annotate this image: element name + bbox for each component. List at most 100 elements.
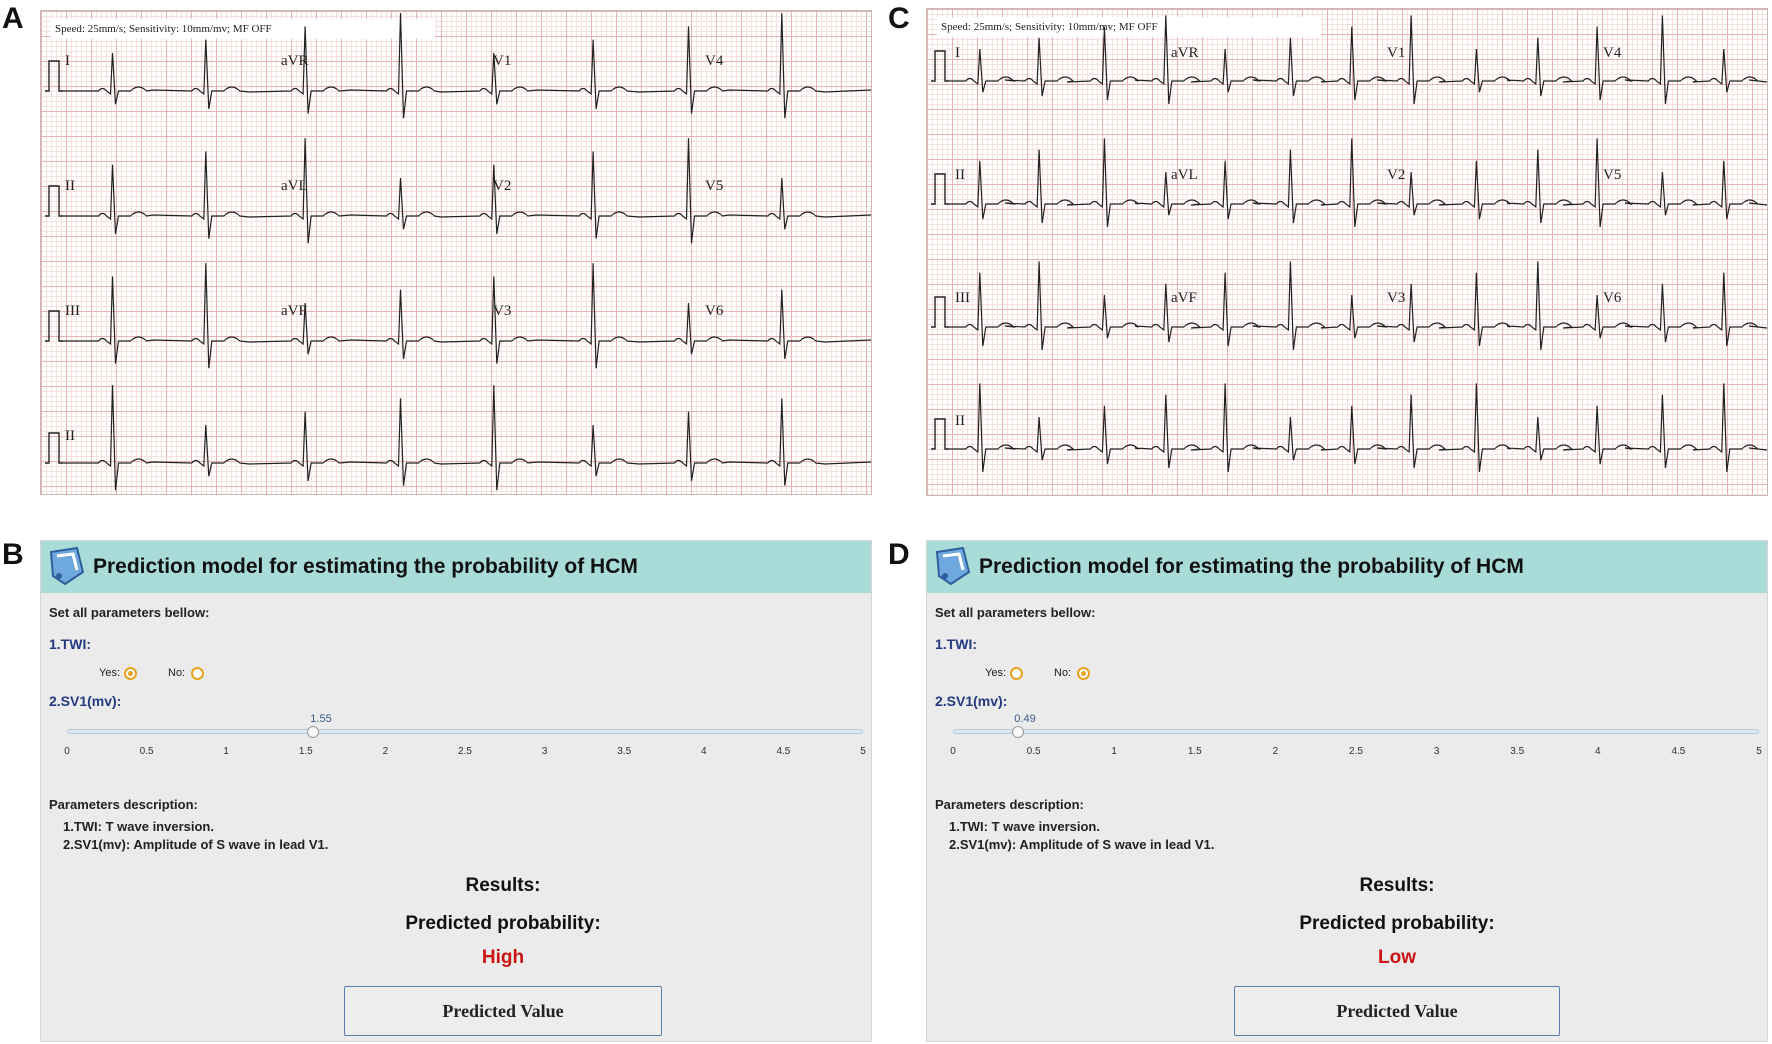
app-logo-icon (935, 546, 971, 586)
slider-tick-label: 4 (701, 746, 707, 757)
twi-no-label: No: (1054, 667, 1072, 679)
app-title: Prediction model for estimating the prob… (93, 555, 638, 578)
slider-tick-label: 2 (1272, 746, 1279, 757)
twi-no-label: No: (168, 667, 186, 679)
ecg-trace (949, 138, 1767, 228)
panel-label-d: D (888, 538, 910, 571)
ecg-trace (63, 138, 871, 244)
slider-tick-label: 2.5 (458, 746, 472, 757)
hcm-calculator-d: Prediction model for estimating the prob… (926, 540, 1768, 1042)
panel-label-c: C (888, 2, 910, 35)
lead-label-ii-rhythm: II (65, 428, 75, 444)
lead-label-v5: V5 (1603, 167, 1622, 183)
params-desc-twi: 1.TWI: T wave inversion. (63, 819, 214, 834)
twi-yes-radio[interactable] (1010, 667, 1023, 680)
slider-tick-label: 3 (1433, 746, 1440, 757)
ecg-trace (949, 261, 1767, 351)
slider-tick-label: 3 (541, 746, 548, 757)
sv1-label: 2.SV1(mv): (935, 693, 1008, 709)
predicted-probability-value: Low (1378, 947, 1416, 968)
lead-label-i: I (65, 53, 70, 69)
lead-label-avf: aVF (281, 303, 307, 319)
lead-label-ii: II (65, 178, 75, 194)
lead-label-v3: V3 (493, 303, 512, 319)
ecg-trace (63, 263, 871, 369)
predicted-value-button-label: Predicted Value (442, 1000, 564, 1021)
calibration-pulse (45, 60, 63, 92)
slider-tick-label: 1.5 (298, 746, 313, 757)
ecg-trace (63, 13, 871, 119)
slider-tick-label: 2.5 (1349, 746, 1363, 757)
calibration-pulse (45, 185, 63, 217)
lead-label-avr: aVR (281, 53, 309, 69)
app-title-bar: Prediction model for estimating the prob… (927, 541, 1767, 593)
results-label: Results: (1359, 875, 1435, 896)
ecg-trace (949, 383, 1767, 473)
ecg-traces (45, 13, 871, 491)
ecg-header: Speed: 25mm/s; Sensitivity: 10mm/mv; MF … (51, 19, 435, 39)
sv1-slider-thumb[interactable] (307, 726, 319, 738)
radio-dot (128, 671, 133, 676)
lead-label-v2: V2 (1387, 167, 1406, 183)
twi-label: 1.TWI: (935, 636, 977, 652)
sv1-value-label: 1.55 (310, 713, 332, 725)
slider-tick-label: 5 (860, 746, 866, 757)
results-label: Results: (465, 875, 541, 896)
predicted-value-button[interactable]: Predicted Value (1234, 986, 1560, 1036)
calibration-pulse (45, 432, 63, 464)
app-title-bar: Prediction model for estimating the prob… (41, 541, 871, 593)
twi-yes-label: Yes: (985, 667, 1007, 679)
predicted-probability-value: High (481, 947, 525, 968)
lead-label-v5: V5 (705, 178, 724, 194)
app-title: Prediction model for estimating the prob… (979, 555, 1524, 578)
sv1-slider-thumb[interactable] (1012, 726, 1024, 738)
twi-yes-radio[interactable] (124, 667, 137, 680)
ecg-strip-c: Speed: 25mm/s; Sensitivity: 10mm/mv; MF … (926, 8, 1768, 496)
lead-label-avl: aVL (281, 178, 308, 194)
slider-tick-label: 1 (223, 746, 229, 757)
radio-dot (1081, 671, 1086, 676)
app-logo-icon (49, 546, 85, 586)
sv1-slider-track[interactable] (67, 729, 863, 734)
predicted-probability-label: Predicted probability: (1299, 913, 1495, 934)
panel-label-b: B (2, 538, 24, 571)
lead-label-v4: V4 (1603, 45, 1622, 61)
params-desc-twi: 1.TWI: T wave inversion. (949, 819, 1100, 834)
ecg-header: Speed: 25mm/s; Sensitivity: 10mm/mv; MF … (937, 17, 1321, 37)
calibration-pulse (931, 173, 949, 205)
slider-tick-label: 2 (382, 746, 389, 757)
panel-label-a: A (2, 2, 24, 35)
calibration-pulse (931, 50, 949, 82)
predicted-value-button-label: Predicted Value (1336, 1000, 1458, 1021)
predicted-value-button[interactable]: Predicted Value (344, 986, 662, 1036)
lead-label-avl: aVL (1171, 167, 1198, 183)
lead-label-avr: aVR (1171, 45, 1199, 61)
twi-no-radio[interactable] (191, 667, 204, 680)
slider-tick-label: 0 (950, 746, 956, 757)
params-desc-title: Parameters description: (49, 797, 198, 812)
ecg-trace (63, 385, 871, 491)
twi-no-radio[interactable] (1077, 667, 1090, 680)
sv1-slider-track[interactable] (953, 729, 1759, 734)
slider-tick-label: 0.5 (139, 746, 154, 757)
slider-tick-label: 3.5 (1510, 746, 1525, 757)
slider-tick-label: 3.5 (617, 746, 632, 757)
lead-label-v6: V6 (1603, 290, 1622, 306)
set-params-label: Set all parameters bellow: (935, 605, 1096, 620)
ecg-traces (931, 15, 1767, 473)
lead-label-v3: V3 (1387, 290, 1406, 306)
hcm-calculator-b: Prediction model for estimating the prob… (40, 540, 872, 1042)
lead-label-v4: V4 (705, 53, 724, 69)
slider-tick-label: 4 (1595, 746, 1601, 757)
lead-label-v1: V1 (493, 53, 512, 69)
calibration-pulse (931, 296, 949, 328)
lead-label-ii: II (955, 167, 965, 183)
params-desc-title: Parameters description: (935, 797, 1084, 812)
predicted-probability-label: Predicted probability: (405, 913, 601, 934)
set-params-label: Set all parameters bellow: (49, 605, 210, 620)
slider-tick-label: 0 (64, 746, 70, 757)
lead-label-iii: III (955, 290, 970, 306)
lead-label-v1: V1 (1387, 45, 1406, 61)
lead-label-iii: III (65, 303, 80, 319)
calibration-pulse (931, 418, 949, 450)
